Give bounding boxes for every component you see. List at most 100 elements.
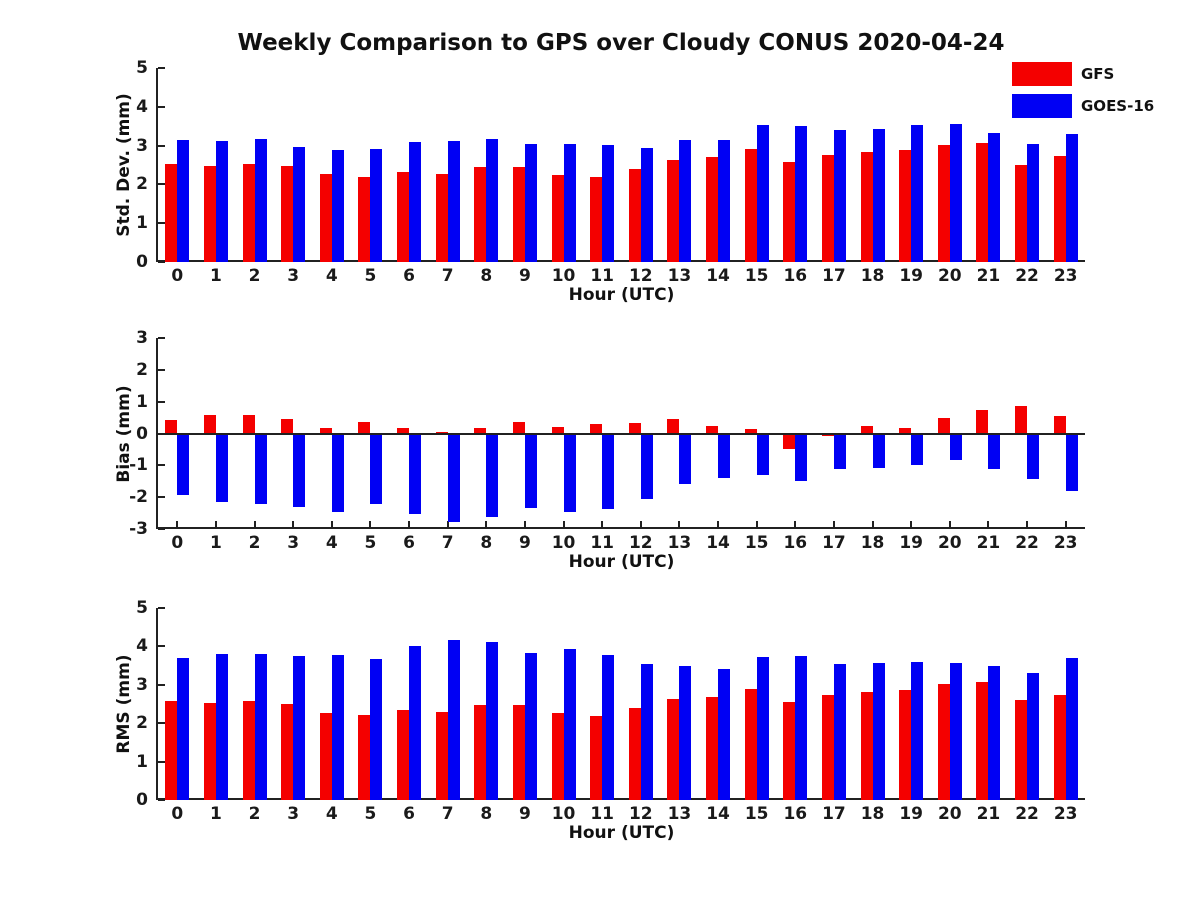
y-axis-spine bbox=[156, 338, 158, 529]
x-tick-label: 23 bbox=[1053, 804, 1078, 824]
bar-gfs-hour-17 bbox=[821, 433, 834, 437]
bar-gfs-hour-8 bbox=[474, 428, 487, 434]
y-tick bbox=[158, 368, 165, 371]
y-tick bbox=[158, 528, 165, 530]
bar-gfs-hour-4 bbox=[319, 173, 332, 262]
x-tick-label: 20 bbox=[937, 804, 962, 824]
y-tick bbox=[158, 496, 165, 499]
x-tick-label: 1 bbox=[210, 533, 222, 553]
x-tick-label: 3 bbox=[287, 804, 300, 824]
bar-goes16-hour-21 bbox=[988, 133, 1001, 262]
bar-gfs-hour-3 bbox=[281, 419, 294, 434]
x-tick bbox=[292, 521, 295, 527]
bar-gfs-hour-15 bbox=[744, 429, 757, 434]
x-tick-label: 15 bbox=[744, 533, 769, 553]
bar-gfs-hour-16 bbox=[783, 701, 796, 800]
zero-baseline bbox=[158, 432, 1085, 435]
x-tick-label: 18 bbox=[860, 533, 885, 553]
bar-gfs-hour-4 bbox=[319, 712, 332, 800]
x-tick-label: 22 bbox=[1015, 266, 1039, 286]
y-tick-label: 3 bbox=[136, 328, 148, 348]
goes16-legend-label: GOES-16 bbox=[1081, 97, 1155, 115]
x-tick-label: 2 bbox=[248, 266, 261, 286]
x-tick-label: 12 bbox=[628, 804, 653, 824]
x-tick-label: 14 bbox=[706, 804, 730, 824]
bar-goes16-hour-18 bbox=[872, 433, 885, 468]
bar-gfs-hour-9 bbox=[512, 422, 525, 434]
x-tick-label: 21 bbox=[976, 533, 1001, 553]
y-tick-label: 4 bbox=[136, 96, 148, 117]
bar-goes16-hour-13 bbox=[679, 665, 692, 800]
x-tick bbox=[446, 521, 449, 527]
bar-goes16-hour-15 bbox=[756, 657, 769, 800]
x-tick-label: 16 bbox=[783, 266, 808, 286]
x-tick bbox=[755, 521, 758, 527]
bar-goes16-hour-12 bbox=[640, 663, 653, 800]
x-tick bbox=[639, 521, 642, 527]
y-tick-label: 1 bbox=[136, 751, 148, 772]
bar-goes16-hour-8 bbox=[486, 433, 499, 518]
bar-goes16-hour-9 bbox=[524, 144, 537, 262]
y-tick bbox=[158, 337, 165, 339]
bar-goes16-hour-1 bbox=[215, 433, 228, 502]
x-tick bbox=[485, 521, 488, 527]
bar-gfs-hour-21 bbox=[976, 681, 989, 800]
bar-goes16-hour-3 bbox=[293, 433, 306, 508]
bar-gfs-hour-21 bbox=[976, 409, 989, 434]
bar-goes16-hour-5 bbox=[370, 433, 383, 505]
bar-gfs-hour-22 bbox=[1015, 406, 1028, 434]
y-tick bbox=[158, 183, 165, 186]
y-tick-label: 4 bbox=[136, 636, 148, 657]
bar-goes16-hour-16 bbox=[795, 433, 808, 482]
x-tick bbox=[871, 521, 874, 527]
bar-goes16-hour-23 bbox=[1065, 433, 1078, 492]
x-tick-label: 0 bbox=[171, 533, 184, 553]
x-tick bbox=[794, 521, 797, 527]
bar-gfs-hour-22 bbox=[1015, 165, 1028, 262]
y-tick bbox=[158, 400, 165, 403]
bar-goes16-hour-2 bbox=[254, 139, 267, 262]
y-tick bbox=[158, 105, 165, 108]
legend: GFS GOES-16 bbox=[1012, 62, 1154, 126]
bar-goes16-hour-21 bbox=[988, 433, 1001, 470]
x-tick-label: 15 bbox=[744, 804, 769, 824]
bar-gfs-hour-17 bbox=[821, 695, 834, 800]
bar-gfs-hour-9 bbox=[512, 166, 525, 262]
bar-gfs-hour-5 bbox=[358, 176, 371, 262]
bar-gfs-hour-0 bbox=[165, 164, 178, 262]
y-axis-spine bbox=[156, 68, 158, 262]
bar-gfs-hour-15 bbox=[744, 689, 757, 800]
bar-gfs-hour-8 bbox=[474, 704, 487, 800]
x-tick bbox=[601, 521, 604, 527]
x-tick bbox=[523, 521, 526, 527]
x-tick-label: 6 bbox=[403, 804, 415, 824]
bar-goes16-hour-13 bbox=[679, 433, 692, 485]
x-tick-label: 9 bbox=[519, 266, 531, 286]
x-tick-label: 8 bbox=[480, 266, 493, 286]
bar-goes16-hour-18 bbox=[872, 662, 885, 800]
bar-gfs-hour-19 bbox=[899, 427, 912, 434]
gfs-color-swatch bbox=[1012, 62, 1072, 86]
x-tick-label: 22 bbox=[1015, 804, 1039, 824]
rms-plot-area: 5 4 3 2 1 0 0 1 2 3 4 5 6 7 8 9 10 11 12 13 14 15 16 17 18 19 20 21… bbox=[136, 598, 1085, 823]
y-tick-label: 0 bbox=[136, 790, 148, 810]
x-tick bbox=[1064, 521, 1067, 527]
bar-gfs-hour-18 bbox=[860, 691, 873, 800]
bar-gfs-hour-10 bbox=[551, 174, 564, 262]
y-tick-label: 2 bbox=[136, 359, 148, 380]
bar-gfs-hour-23 bbox=[1053, 156, 1066, 262]
x-tick-label: 8 bbox=[480, 533, 493, 553]
bar-gfs-hour-2 bbox=[242, 701, 255, 800]
x-tick-label: 20 bbox=[937, 533, 962, 553]
bar-gfs-hour-14 bbox=[706, 697, 719, 800]
bar-goes16-hour-13 bbox=[679, 140, 692, 262]
bar-gfs-hour-10 bbox=[551, 712, 564, 800]
bar-gfs-hour-9 bbox=[512, 704, 525, 800]
bar-goes16-hour-20 bbox=[949, 662, 962, 800]
bar-goes16-hour-5 bbox=[370, 148, 383, 262]
x-tick-label: 6 bbox=[403, 266, 415, 286]
bar-goes16-hour-17 bbox=[833, 130, 846, 262]
bar-goes16-hour-4 bbox=[331, 654, 344, 800]
bar-goes16-hour-14 bbox=[718, 433, 731, 479]
